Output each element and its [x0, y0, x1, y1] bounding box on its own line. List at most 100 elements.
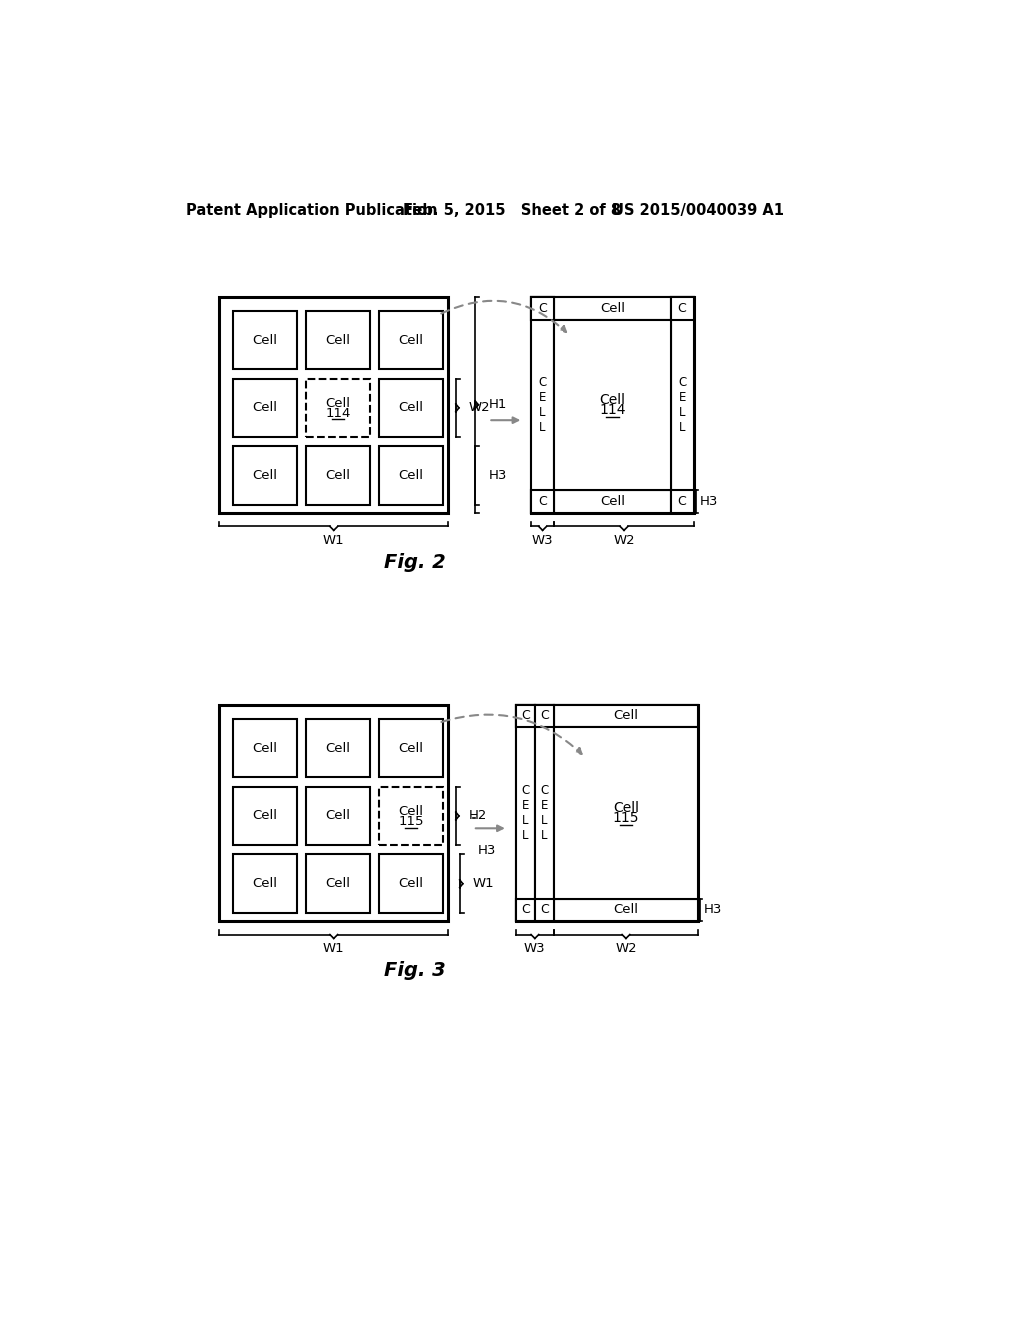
FancyArrowPatch shape — [492, 417, 518, 422]
Text: W1: W1 — [323, 942, 344, 954]
Bar — [535, 705, 554, 921]
Text: Cell: Cell — [398, 401, 423, 414]
Bar — [671, 490, 693, 512]
Text: C
E
L
L: C E L L — [521, 784, 529, 842]
Text: H3: H3 — [477, 843, 496, 857]
Text: 114: 114 — [326, 407, 350, 420]
Text: Cell: Cell — [613, 709, 638, 722]
Text: 114: 114 — [599, 403, 626, 417]
Text: C: C — [521, 903, 529, 916]
Text: Feb. 5, 2015   Sheet 2 of 8: Feb. 5, 2015 Sheet 2 of 8 — [403, 203, 622, 218]
FancyArrowPatch shape — [476, 825, 503, 832]
Text: Cell: Cell — [326, 469, 350, 482]
Text: Cell: Cell — [326, 334, 350, 347]
Bar — [671, 297, 693, 321]
Text: C
E
L
L: C E L L — [541, 784, 549, 842]
Text: W2: W2 — [613, 533, 635, 546]
Text: Cell: Cell — [253, 809, 278, 822]
Text: C: C — [539, 495, 547, 508]
Text: W2: W2 — [469, 401, 490, 414]
Bar — [531, 297, 693, 321]
Bar — [671, 297, 693, 512]
Text: Cell: Cell — [613, 903, 638, 916]
Text: C: C — [539, 302, 547, 315]
Bar — [219, 705, 449, 921]
Bar — [515, 899, 697, 921]
Bar — [531, 490, 693, 512]
Bar — [379, 312, 442, 370]
Bar — [554, 726, 697, 899]
Bar — [306, 446, 370, 506]
Text: C: C — [541, 903, 549, 916]
Bar — [379, 854, 442, 913]
Text: W3: W3 — [531, 533, 553, 546]
Bar — [515, 705, 697, 921]
Text: Cell: Cell — [398, 334, 423, 347]
Text: Cell: Cell — [599, 393, 626, 407]
Text: W1: W1 — [473, 878, 495, 890]
Text: H1: H1 — [488, 399, 507, 412]
Text: Cell: Cell — [326, 878, 350, 890]
Bar — [531, 297, 693, 512]
Text: Fig. 3: Fig. 3 — [384, 961, 445, 981]
Bar — [306, 719, 370, 777]
Text: Cell: Cell — [326, 809, 350, 822]
Text: Cell: Cell — [600, 302, 625, 315]
Text: W3: W3 — [524, 942, 546, 954]
Text: Cell: Cell — [326, 742, 350, 755]
Text: Cell: Cell — [398, 469, 423, 482]
Bar — [233, 446, 297, 506]
Text: 115: 115 — [398, 814, 424, 828]
Bar — [233, 312, 297, 370]
Text: Cell: Cell — [613, 801, 639, 816]
Text: H3: H3 — [703, 903, 722, 916]
Bar — [233, 854, 297, 913]
Bar — [379, 446, 442, 506]
Text: Cell: Cell — [600, 495, 625, 508]
Text: W2: W2 — [615, 942, 637, 954]
Text: Cell: Cell — [398, 878, 423, 890]
Text: 115: 115 — [612, 812, 639, 825]
Bar — [515, 899, 535, 921]
FancyArrowPatch shape — [441, 301, 566, 333]
Text: Cell: Cell — [253, 401, 278, 414]
Bar — [531, 490, 554, 512]
Bar — [233, 719, 297, 777]
Bar — [515, 705, 697, 726]
Text: C: C — [541, 709, 549, 722]
Text: C
E
L
L: C E L L — [678, 376, 686, 434]
Text: Fig. 2: Fig. 2 — [384, 553, 445, 572]
Text: C: C — [678, 495, 686, 508]
Text: C
E
L
L: C E L L — [539, 376, 547, 434]
Bar — [531, 297, 554, 512]
Bar — [554, 705, 697, 726]
Text: Cell: Cell — [398, 742, 423, 755]
Text: C: C — [678, 302, 686, 315]
Bar — [531, 297, 554, 321]
Text: Cell: Cell — [398, 805, 423, 818]
Text: US 2015/0040039 A1: US 2015/0040039 A1 — [612, 203, 784, 218]
Text: Cell: Cell — [253, 334, 278, 347]
Text: H3: H3 — [488, 469, 507, 482]
FancyArrowPatch shape — [441, 714, 582, 754]
Bar — [515, 705, 535, 921]
Bar — [515, 705, 535, 726]
Text: Cell: Cell — [326, 397, 350, 409]
Bar — [233, 787, 297, 845]
Bar — [306, 854, 370, 913]
Bar — [554, 321, 671, 490]
Bar — [554, 899, 697, 921]
Text: C: C — [521, 709, 529, 722]
Bar — [379, 379, 442, 437]
Text: Cell: Cell — [253, 742, 278, 755]
Text: W1: W1 — [323, 533, 344, 546]
Bar — [535, 899, 554, 921]
Bar — [306, 787, 370, 845]
Text: Cell: Cell — [253, 469, 278, 482]
Text: Cell: Cell — [253, 878, 278, 890]
Text: Patent Application Publication: Patent Application Publication — [186, 203, 437, 218]
Bar — [219, 297, 449, 512]
Bar — [379, 719, 442, 777]
Bar — [233, 379, 297, 437]
Bar — [306, 379, 370, 437]
